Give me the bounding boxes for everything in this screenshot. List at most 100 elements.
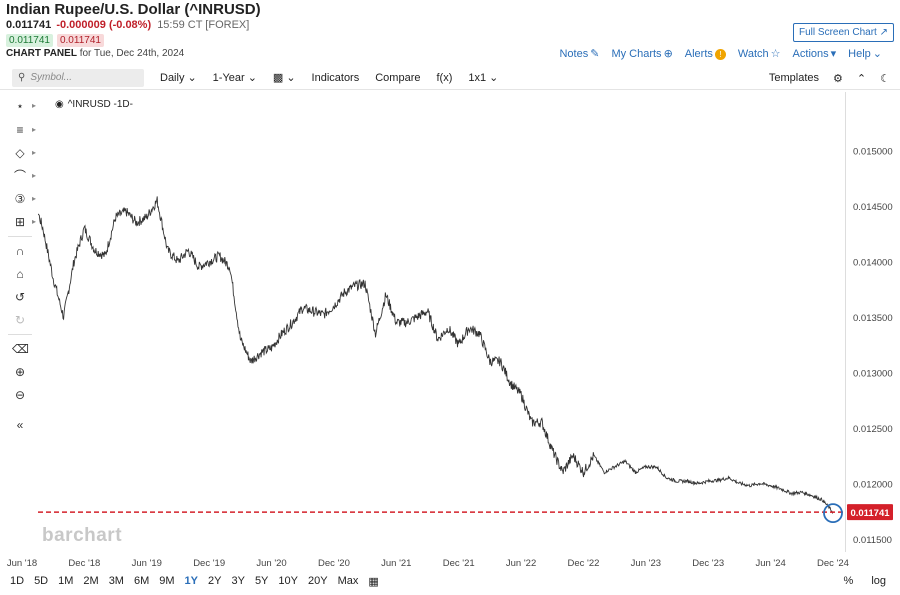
chart-title: Indian Rupee/U.S. Dollar (^INRUSD) [6,1,261,18]
x-tick-label: Dec '18 [68,558,100,569]
search-placeholder: Symbol... [30,72,73,83]
range-button-10y[interactable]: 10Y [278,575,298,587]
y-tick-label: 0.014000 [853,257,893,268]
quote-time: 15:59 CT [FOREX] [157,19,250,31]
x-tick-label: Dec '19 [193,558,225,569]
watch-link[interactable]: Watch ☆ [737,48,781,60]
range-button-2m[interactable]: 2M [83,575,99,587]
x-tick-label: Jun '24 [755,558,785,569]
x-tick-label: Dec '23 [692,558,724,569]
range-button-6m[interactable]: 6M [133,575,150,587]
x-tick-label: Dec '22 [568,558,600,569]
range-button-9m[interactable]: 9M [159,575,175,587]
calendar-icon[interactable]: ▦ [368,575,379,588]
submenu-arrow-icon: ▸ [32,217,37,226]
dark-mode-moon-icon[interactable]: ☾ [880,72,890,85]
numbered-marker-icon[interactable]: ③ [14,192,26,206]
settings-gear-icon[interactable]: ⚙ [833,72,843,85]
x-tick-label: Jun '22 [506,558,536,569]
range-button-max[interactable]: Max [337,575,359,587]
x-tick-label: Jun '21 [381,558,411,569]
range-button-3y[interactable]: 3Y [231,575,245,587]
submenu-arrow-icon: ▸ [32,171,37,180]
eye-icon[interactable]: ◉ [55,99,64,110]
collapse-chevrons-icon[interactable]: ⌃ [856,72,867,85]
barchart-watermark: barchart [42,525,123,546]
help-link[interactable]: Help ⌄ [848,48,882,60]
crosshair-line-icon[interactable]: ⋆ [16,99,24,113]
quote-line: 0.011741 -0.000009 (-0.08%) 15:59 CT [FO… [6,19,249,31]
sidebar-divider [8,236,32,237]
x-tick-label: Dec '21 [443,558,475,569]
last-price-marker [823,503,843,524]
my-charts-link[interactable]: My Charts ⊕ [611,48,673,60]
panel-label: CHART PANEL [6,48,77,59]
period-dropdown[interactable]: 1-Year ⌄ [212,71,257,85]
plus-circle-icon: ⊕ [663,48,673,60]
fib-levels-icon[interactable]: ≡ [16,123,24,137]
x-tick-label: Jun '18 [7,558,37,569]
shape-diamond-icon[interactable]: ◇ [15,146,25,160]
y-axis-divider [845,92,846,552]
chevron-down-icon: ⌄ [872,48,882,60]
price-series-group [38,196,834,514]
lock-icon[interactable]: ⌂ [16,267,24,281]
bid-badge: 0.011741 [6,34,53,47]
submenu-arrow-icon: ▸ [32,125,37,134]
notes-link[interactable]: Notes ✎ [559,48,600,60]
trash-icon[interactable]: ⌫ [12,342,29,356]
y-tick-label: 0.015000 [853,146,893,157]
log-toggle[interactable]: log [871,575,886,587]
x-tick-label: Dec '24 [817,558,849,569]
full-screen-button[interactable]: Full Screen Chart ↗ [793,23,894,42]
symbol-label: ◉ ^INRUSD -1D- [55,99,133,110]
templates-button[interactable]: Templates [768,72,820,84]
symbol-search-input[interactable]: ⚲ Symbol... [12,68,144,87]
magnet-icon[interactable]: ∩ [15,244,25,258]
alert-icon: ! [714,48,726,60]
x-tick-label: Jun '19 [132,558,162,569]
range-button-5d[interactable]: 5D [34,575,49,587]
y-tick-label: 0.014500 [853,202,893,213]
price-series-line [38,196,834,514]
layout-dropdown[interactable]: 1x1 ⌄ [468,71,499,85]
percent-toggle[interactable]: % [843,575,854,587]
range-button-3m[interactable]: 3M [108,575,124,587]
last-price: 0.011741 [6,19,52,31]
range-button-1m[interactable]: 1M [58,575,74,587]
range-button-1d[interactable]: 1D [10,575,25,587]
submenu-arrow-icon: ▸ [32,101,37,110]
range-button-5y[interactable]: 5Y [254,575,269,587]
symbol-text: ^INRUSD -1D- [67,99,133,110]
range-button-2y[interactable]: 2Y [208,575,222,587]
indicators-button[interactable]: Indicators [311,71,360,84]
full-screen-label: Full Screen Chart [799,27,877,38]
zoom-out-icon[interactable]: ⊖ [14,388,26,402]
arc-tool-icon[interactable]: ⌒ [13,169,26,183]
y-tick-label: 0.011500 [853,535,892,546]
range-button-1y[interactable]: 1Y [184,575,198,587]
range-button-20y[interactable]: 20Y [307,575,328,587]
undo-icon[interactable]: ↺ [14,290,26,304]
redo-icon[interactable]: ↻ [14,313,26,327]
chevron-down-icon: ⌄ [187,72,197,84]
zoom-in-icon[interactable]: ⊕ [14,365,26,379]
caret-down-icon: ▾ [830,48,837,60]
pattern-tool-icon[interactable]: ⊞ [14,215,26,229]
submenu-arrow-icon: ▸ [32,148,37,157]
sidebar-divider [8,334,32,335]
chart-panel-label: CHART PANEL for Tue, Dec 24th, 2024 [6,48,184,59]
y-tick-label: 0.012500 [853,424,893,435]
actions-menu[interactable]: Actions ▾ [792,48,837,60]
chart-type-dropdown[interactable]: ▩ ⌄ [273,71,296,84]
ask-badge: 0.011741 [56,34,104,47]
fx-button[interactable]: f(x) [436,71,453,84]
interval-dropdown[interactable]: Daily ⌄ [160,71,197,85]
compare-button[interactable]: Compare [375,71,421,84]
alerts-link[interactable]: Alerts! [685,48,726,60]
y-tick-label: 0.012000 [853,479,893,490]
y-tick-label: 0.013500 [853,313,893,324]
range-bar: 1D 5D 1M 2M 3M 6M 9M 1Y 2Y 3Y 5Y 10Y 20Y Max ▦ % log [0,570,900,592]
collapse-sidebar-icon[interactable]: « [16,418,24,432]
